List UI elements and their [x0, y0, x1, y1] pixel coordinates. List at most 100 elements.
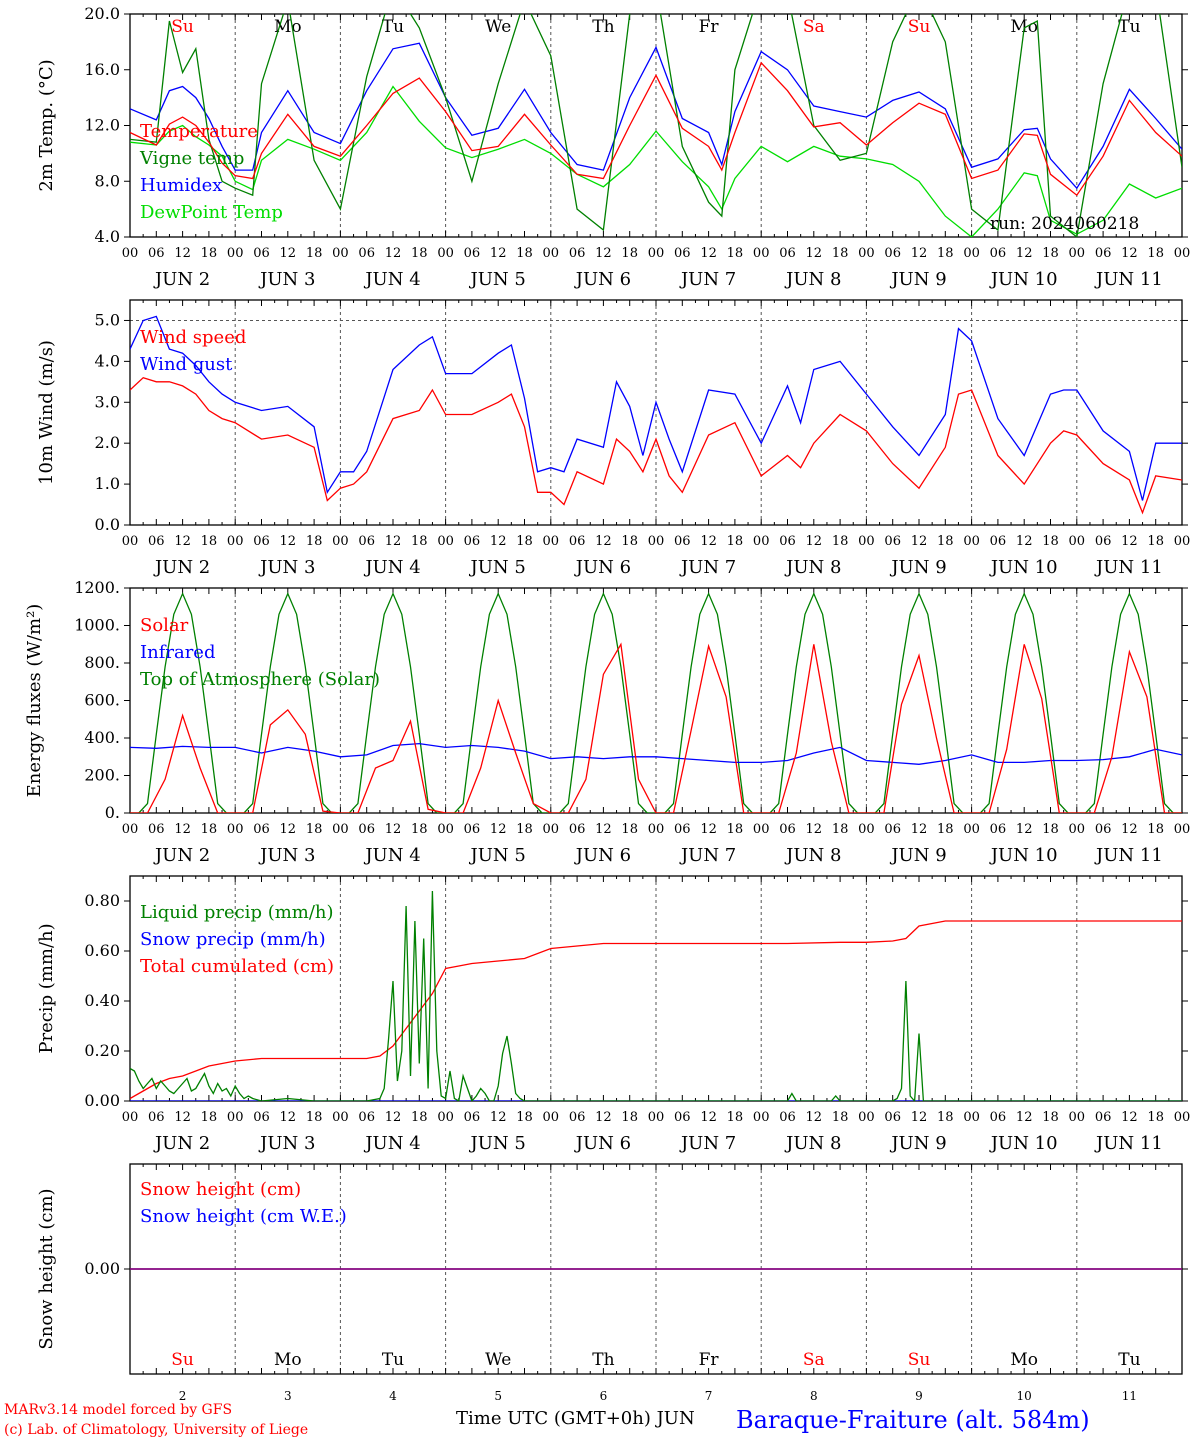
x-hour-label: 00	[648, 822, 665, 837]
y-axis-label: 2m Temp. (°C)	[36, 59, 57, 191]
x-hour-label: 12	[1121, 1110, 1138, 1125]
day-number-label: 4	[389, 1389, 397, 1403]
panel-temperature: 4.0 8.0 12.0 16.0 20.0 2m Temp. (°C) 00 06 12 18 0…	[36, 4, 1191, 290]
weekday-label: Mo	[274, 1350, 302, 1370]
x-date-label: JUN 9	[889, 269, 946, 290]
y-tick-label: 16.0	[84, 60, 120, 79]
weekday-label: Sa	[803, 1350, 825, 1370]
x-hour-label: 18	[727, 1110, 744, 1125]
x-hour-label: 00	[753, 534, 770, 549]
x-date-label: JUN 7	[679, 1133, 736, 1154]
day-number-label: 2	[179, 1389, 187, 1403]
x-hour-label: 06	[779, 822, 796, 837]
x-hour-label: 00	[1069, 1110, 1086, 1125]
y-tick-label: 12.0	[84, 116, 120, 135]
x-hour-label: 12	[1121, 246, 1138, 261]
x-hour-label: 18	[1147, 1110, 1164, 1125]
x-hour-label: 06	[884, 534, 901, 549]
weekday-label: Tu	[382, 1350, 404, 1370]
x-hour-label: 18	[727, 534, 744, 549]
x-hour-label: 18	[306, 246, 323, 261]
footer-lab-text: (c) Lab. of Climatology, University of L…	[4, 1422, 308, 1438]
y-tick-label: 0.80	[84, 891, 120, 910]
x-hour-label: 06	[990, 534, 1007, 549]
series-group	[130, 14, 1182, 237]
x-hour-label: 06	[253, 534, 270, 549]
x-hour-label: 12	[174, 246, 191, 261]
x-hour-label: 06	[990, 1110, 1007, 1125]
legend-entry: Snow height (cm)	[140, 1179, 301, 1200]
x-hour-label: 00	[437, 246, 454, 261]
weekday-label: Su	[171, 17, 194, 37]
x-hour-label: 18	[306, 1110, 323, 1125]
series-line	[130, 61, 1182, 197]
x-hour-label: 12	[700, 822, 717, 837]
series-line	[130, 315, 1182, 501]
x-hour-label: 12	[1016, 1110, 1033, 1125]
legend-entry: Wind gust	[140, 354, 233, 375]
y-tick-label: 600.	[84, 691, 120, 710]
x-hour-label: 00	[227, 822, 244, 837]
x-hour-label: 00	[1174, 246, 1191, 261]
x-date-label: JUN 8	[784, 845, 841, 866]
x-hour-label: 00	[858, 246, 875, 261]
x-hour-label: 18	[727, 822, 744, 837]
x-hour-label: 12	[385, 534, 402, 549]
x-hour-label: 12	[595, 534, 612, 549]
x-date-label: JUN 10	[989, 845, 1058, 866]
y-tick-label: 400.	[84, 728, 120, 747]
x-date-label: JUN 11	[1094, 557, 1163, 578]
x-hour-label: 00	[437, 534, 454, 549]
x-date-label: JUN 2	[153, 1133, 210, 1154]
x-hour-label: 06	[464, 822, 481, 837]
y-tick-label: 0.00	[84, 1091, 120, 1110]
x-date-label: JUN 3	[258, 845, 315, 866]
station-title: Baraque-Fraiture (alt. 584m)	[736, 1406, 1090, 1434]
day-number-label: 9	[915, 1389, 923, 1403]
day-number-label: 3	[284, 1389, 292, 1403]
x-hour-label: 12	[1016, 246, 1033, 261]
legend-entry: Vigne temp	[139, 148, 244, 169]
x-date-label: JUN 4	[363, 557, 420, 578]
x-hour-label: 00	[963, 1110, 980, 1125]
x-hour-label: 06	[464, 1110, 481, 1125]
day-number-label: 7	[705, 1389, 713, 1403]
y-axis-label: 10m Wind (m/s)	[36, 340, 57, 485]
x-date-label: JUN 11	[1094, 1133, 1163, 1154]
legend-entry: Snow precip (mm/h)	[140, 929, 326, 950]
x-date-label: JUN 2	[153, 845, 210, 866]
x-date-label: JUN 4	[363, 1133, 420, 1154]
x-date-label: JUN 5	[469, 1133, 526, 1154]
y-tick-label: 0.20	[84, 1041, 120, 1060]
x-date-label: JUN 6	[574, 1133, 631, 1154]
x-hour-label: 00	[227, 246, 244, 261]
x-hour-label: 12	[595, 1110, 612, 1125]
x-hour-label: 12	[174, 822, 191, 837]
x-date-label: JUN 9	[889, 845, 946, 866]
x-hour-label: 18	[621, 1110, 638, 1125]
x-hour-label: 06	[990, 246, 1007, 261]
weekday-label: Th	[592, 17, 614, 37]
x-date-label: JUN 4	[363, 269, 420, 290]
y-tick-label: 0.00	[84, 1259, 120, 1278]
x-date-label: JUN 2	[153, 269, 210, 290]
x-hour-label: 18	[1042, 534, 1059, 549]
x-hour-label: 06	[779, 246, 796, 261]
x-hour-label: 18	[201, 246, 218, 261]
x-hour-label: 12	[1121, 534, 1138, 549]
y-tick-label: 0.0	[95, 515, 120, 534]
x-hour-label: 18	[516, 1110, 533, 1125]
legend-entry: Top of Atmosphere (Solar)	[140, 669, 380, 690]
day-number-label: 11	[1122, 1389, 1137, 1403]
x-hour-label: 06	[358, 1110, 375, 1125]
x-hour-label: 06	[1095, 246, 1112, 261]
x-hour-label: 06	[569, 534, 586, 549]
series-line	[130, 920, 1182, 1100]
x-hour-label: 00	[963, 822, 980, 837]
x-hour-label: 18	[937, 246, 954, 261]
x-hour-label: 00	[1069, 534, 1086, 549]
x-hour-label: 12	[700, 1110, 717, 1125]
x-hour-label: 18	[727, 246, 744, 261]
x-date-label: JUN 7	[679, 557, 736, 578]
